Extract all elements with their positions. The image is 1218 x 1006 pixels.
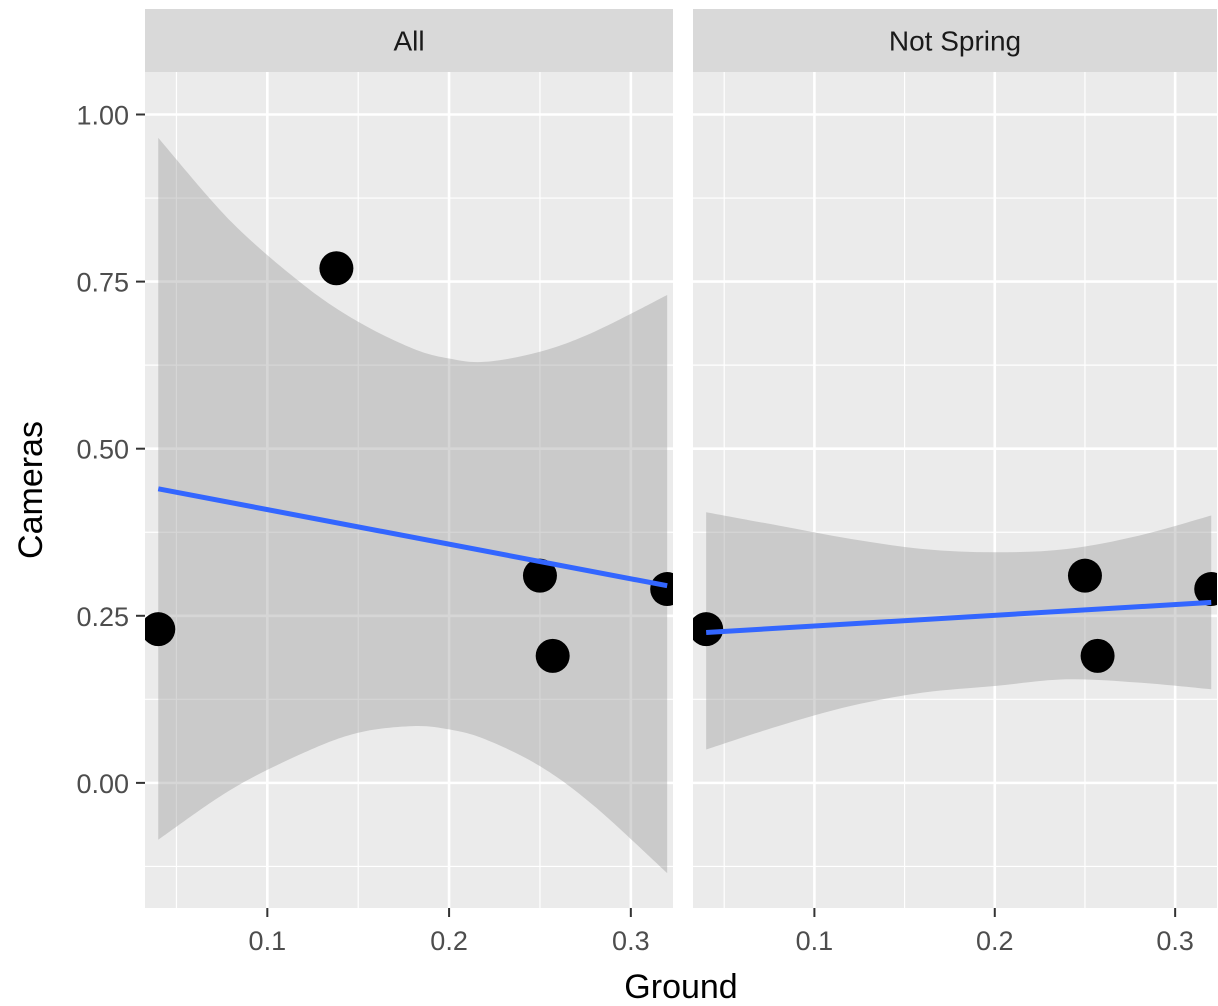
x-tick-label: 0.1	[249, 926, 287, 956]
data-point	[1067, 558, 1102, 593]
x-tick-label: 0.1	[796, 926, 834, 956]
data-point	[1080, 638, 1115, 673]
facet-panel-2: Not Spring 0.1 0.2 0.3	[693, 9, 1217, 956]
panel-content	[145, 137, 673, 874]
y-axis: 0.00 0.25 0.50 0.75 1.00	[76, 101, 145, 799]
regression-line	[706, 599, 1212, 635]
facet-strip-label: Not Spring	[889, 26, 1021, 57]
x-tick-label: 0.3	[612, 926, 650, 956]
panel-background	[145, 72, 673, 908]
panel-background	[693, 72, 1217, 908]
x-tick-label: 0.2	[976, 926, 1014, 956]
y-tick-label: 0.00	[76, 769, 129, 799]
x-tick-label: 0.3	[1156, 926, 1194, 956]
facet-panel-1: All 0.1 0.2 0.3	[145, 9, 673, 956]
facet-strip-label: All	[393, 26, 424, 57]
data-point	[1194, 572, 1217, 607]
x-tick-label: 0.2	[430, 926, 468, 956]
data-point	[145, 612, 176, 647]
data-point	[522, 558, 557, 593]
y-axis-title: Cameras	[12, 421, 50, 559]
facet-strip	[693, 9, 1217, 72]
y-tick-label: 0.75	[76, 268, 129, 298]
data-point	[650, 572, 673, 607]
data-point	[693, 612, 724, 647]
data-point	[319, 251, 354, 286]
panels-layer: All 0.1 0.2 0.3 Not Spring 0.1 0.2 0.3	[145, 9, 1217, 956]
data-point	[535, 638, 570, 673]
regression-line	[157, 486, 668, 589]
confidence-ribbon	[158, 137, 668, 874]
y-tick-label: 0.25	[76, 602, 129, 632]
y-tick-label: 1.00	[76, 101, 129, 131]
y-tick-label: 0.50	[76, 435, 129, 465]
x-axis-title: Ground	[624, 968, 737, 1006]
facet-strip	[145, 9, 673, 72]
panel-content	[693, 512, 1217, 750]
